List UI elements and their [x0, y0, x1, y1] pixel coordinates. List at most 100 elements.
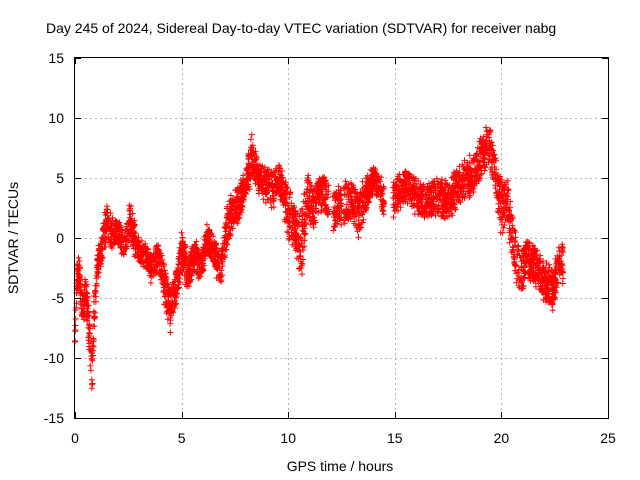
data-point	[392, 193, 399, 199]
data-point	[161, 293, 168, 300]
data-point	[531, 257, 538, 264]
data-point	[111, 240, 118, 247]
data-point	[334, 220, 340, 227]
data-point	[84, 314, 90, 321]
data-point	[288, 200, 295, 207]
data-point	[110, 220, 117, 227]
data-point	[296, 213, 303, 220]
data-point	[356, 197, 363, 204]
data-point	[240, 196, 246, 203]
data-point	[535, 267, 542, 274]
data-point	[84, 309, 91, 316]
data-point	[544, 269, 550, 275]
data-point	[168, 299, 175, 306]
data-point	[349, 213, 356, 220]
data-point	[294, 210, 301, 217]
data-point	[214, 251, 221, 258]
data-point	[330, 210, 337, 217]
data-point	[468, 173, 474, 180]
data-point	[479, 138, 486, 145]
data-point	[511, 259, 518, 266]
data-point	[403, 178, 410, 185]
data-point	[184, 272, 191, 279]
data-point	[227, 192, 234, 199]
data-point	[332, 197, 339, 203]
data-point	[497, 209, 504, 216]
data-point	[237, 203, 244, 210]
data-point	[305, 172, 312, 179]
data-point	[430, 182, 437, 189]
data-point	[92, 282, 99, 289]
data-point	[364, 183, 371, 190]
data-point	[491, 155, 498, 162]
data-point	[300, 256, 306, 263]
data-point	[397, 178, 404, 185]
data-point	[191, 246, 198, 253]
data-point	[309, 193, 316, 200]
data-point	[450, 176, 457, 183]
data-point	[290, 233, 297, 240]
data-point	[102, 239, 109, 246]
data-point	[351, 220, 358, 227]
data-point	[473, 177, 480, 184]
data-point	[278, 174, 285, 181]
data-point	[205, 236, 212, 243]
data-point	[501, 204, 508, 211]
data-point	[234, 220, 241, 227]
data-point	[202, 241, 209, 248]
data-point	[111, 225, 118, 232]
data-point	[538, 270, 545, 277]
data-point	[461, 157, 468, 164]
x-tick-label: 25	[600, 430, 616, 446]
x-tick-label: 5	[178, 430, 186, 446]
data-point	[229, 218, 236, 225]
data-point	[419, 183, 426, 190]
data-point	[145, 265, 152, 272]
y-tick-label: 5	[56, 170, 64, 186]
data-point	[275, 168, 282, 175]
data-point	[479, 144, 486, 151]
data-point	[418, 202, 425, 209]
data-point	[91, 323, 98, 330]
data-point	[509, 230, 516, 237]
data-point	[337, 202, 343, 209]
data-point	[336, 210, 343, 217]
data-point	[238, 186, 245, 192]
data-point	[279, 168, 285, 174]
data-point	[285, 229, 292, 236]
data-point	[556, 262, 563, 269]
data-point	[193, 238, 200, 245]
data-point	[380, 200, 387, 207]
data-point	[108, 220, 115, 227]
data-point	[170, 285, 177, 291]
data-point	[204, 230, 211, 237]
data-point	[249, 150, 256, 157]
data-point	[543, 260, 550, 266]
data-point	[378, 190, 385, 197]
data-point	[474, 158, 481, 165]
data-point	[195, 274, 202, 281]
data-point	[410, 202, 417, 209]
data-point	[200, 247, 207, 254]
data-point	[304, 198, 311, 205]
data-point	[222, 228, 229, 235]
data-point	[145, 259, 151, 265]
data-point	[199, 250, 205, 257]
data-point	[157, 250, 164, 257]
data-point	[520, 248, 527, 255]
data-point	[260, 196, 267, 203]
data-point	[465, 188, 472, 195]
data-point	[148, 253, 155, 260]
data-point	[244, 177, 251, 183]
data-point	[376, 185, 383, 191]
data-point	[316, 175, 323, 182]
data-point	[518, 285, 525, 292]
data-point	[455, 179, 462, 186]
data-point	[289, 211, 296, 218]
data-point	[162, 277, 168, 284]
data-point	[372, 170, 379, 177]
data-point	[179, 238, 186, 245]
data-point	[514, 269, 521, 276]
data-point	[299, 227, 306, 234]
data-point	[423, 195, 430, 202]
